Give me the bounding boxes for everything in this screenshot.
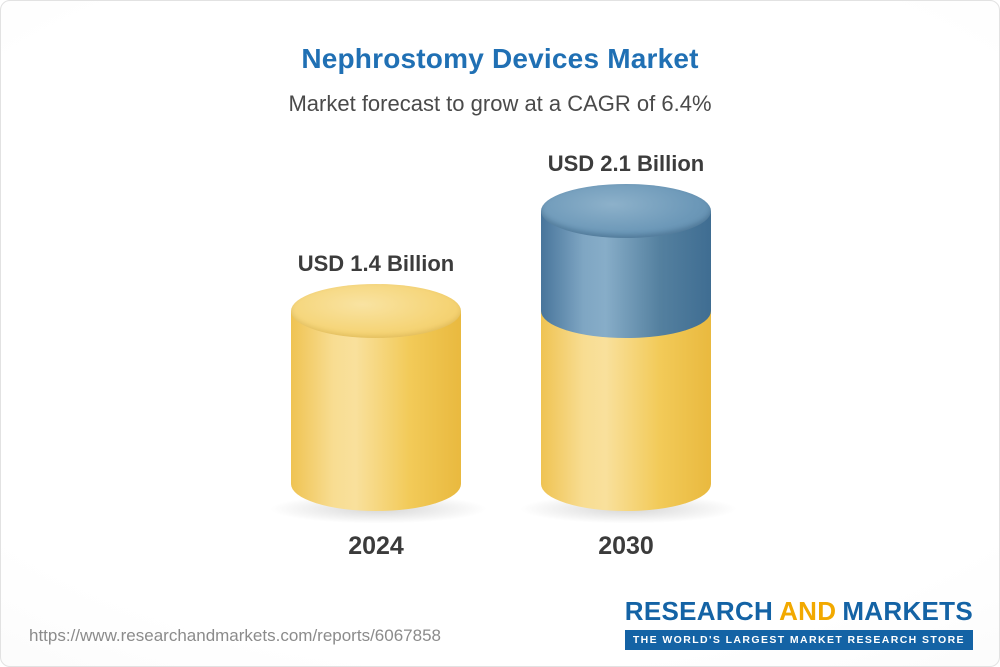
report-url[interactable]: https://www.researchandmarkets.com/repor…: [29, 626, 441, 645]
value-label-2030: USD 2.1 Billion: [547, 151, 705, 176]
logo-wordmark: RESEARCH AND MARKETS: [625, 596, 973, 627]
logo-tagline: THE WORLD'S LARGEST MARKET RESEARCH STOR…: [624, 630, 973, 650]
cylinder-2030: [541, 184, 711, 511]
chart-subtitle: Market forecast to grow at a CAGR of 6.4…: [288, 91, 712, 116]
cylinder-2030-growth-segment: [541, 184, 711, 338]
research-and-markets-logo: RESEARCH AND MARKETS THE WORLD'S LARGEST M…: [624, 596, 973, 650]
footer: https://www.researchandmarkets.com/repor…: [1, 596, 999, 666]
cylinder-2030-top-ellipse: [541, 184, 711, 238]
bar-group-2030: USD 2.1 Billion 2030: [516, 151, 741, 560]
logo-word-markets: MARKETS: [842, 596, 973, 626]
year-label-2024: 2024: [348, 532, 404, 560]
logo-word-and: AND: [779, 596, 837, 626]
cylinder-2024-top-ellipse: [291, 284, 461, 338]
bar-group-2024: USD 1.4 Billion 2024: [266, 251, 491, 560]
value-label-2024: USD 1.4 Billion: [297, 251, 455, 276]
header: Nephrostomy Devices Market Market foreca…: [1, 1, 999, 117]
chart-title: Nephrostomy Devices Market: [301, 43, 699, 74]
cylinder-2024: [291, 284, 461, 511]
logo-word-research: RESEARCH: [624, 596, 774, 626]
year-label-2030: 2030: [598, 532, 654, 560]
cylinder-2030-base-segment: [541, 311, 711, 511]
